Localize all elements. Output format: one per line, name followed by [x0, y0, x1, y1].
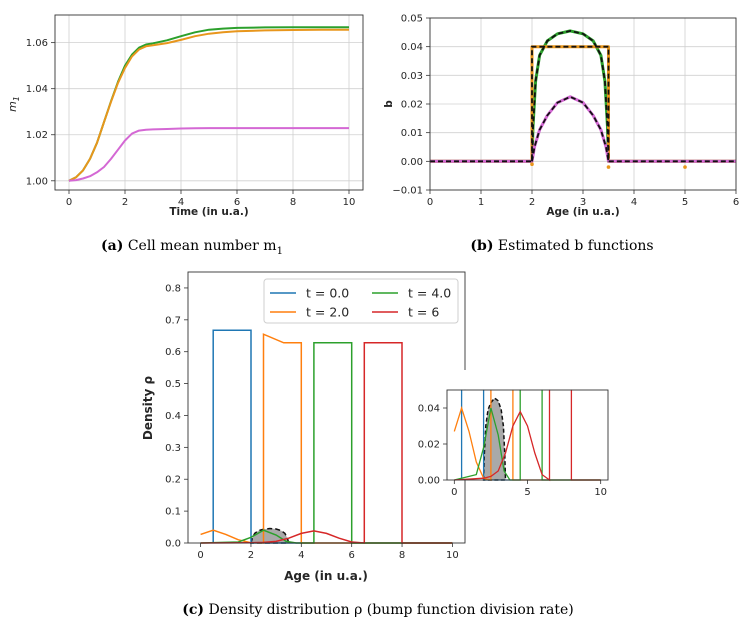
panel-b-xtick-label: 1 — [478, 197, 484, 208]
legend-box — [263, 278, 459, 324]
panel-a-frame — [54, 14, 364, 191]
panel-b-ytick-label: 0.00 — [401, 157, 423, 168]
panel-b-xticks: 0 1 2 3 4 5 6 — [427, 190, 739, 208]
panel-a-ytick-label: 1.04 — [26, 84, 48, 95]
panel-a-caption: (a) Cell mean number m1 — [101, 238, 283, 257]
panel-c-ytick-label: 0.1 — [165, 507, 181, 518]
panel-b-true-dashed-1 — [531, 29, 610, 162]
panel-b-ytick-label: 0.03 — [401, 71, 423, 82]
inset-background — [443, 390, 608, 480]
panel-a-lines — [68, 26, 349, 182]
panel-c-series-0 — [212, 329, 453, 544]
panel-b-ytick-label: −0.01 — [392, 186, 423, 197]
panel-c-xlabel: Age (in u.a.) — [284, 569, 368, 583]
panel-c-xticks: 0 2 4 6 8 10 — [197, 543, 459, 561]
panel-a-xtick-label: 10 — [343, 197, 356, 208]
inset-xtick-label: 0 — [451, 487, 457, 498]
inset-ytick-label: 0.00 — [418, 476, 440, 487]
panel-c-lines — [200, 329, 453, 544]
panel-b-yticks: −0.01 0.00 0.01 0.02 0.03 0.04 0.05 — [392, 14, 430, 197]
panel-c-xtick-label: 8 — [399, 550, 405, 561]
panel-c-ytick-label: 0.5 — [165, 379, 181, 390]
panel-b-caption: (b) Estimated b functions — [470, 238, 653, 254]
panel-c-ytick-label: 0.4 — [165, 411, 181, 422]
inset-xticks: 0 5 10 — [451, 480, 607, 498]
panel-b-xtick-label: 0 — [427, 197, 433, 208]
panel-c-bump — [250, 527, 290, 544]
panel-b-ytick-label: 0.01 — [401, 128, 423, 139]
legend-label: t = 2.0 — [306, 305, 349, 320]
panel-c-ytick-label: 0.2 — [165, 475, 181, 486]
inset-yticks: 0.00 0.02 0.04 — [418, 404, 447, 487]
panel-b-outlier-point — [683, 165, 687, 169]
panel-a-xtick-label: 4 — [178, 197, 184, 208]
panel-b-xtick-label: 2 — [529, 197, 535, 208]
panel-a-ytick-label: 1.02 — [26, 130, 48, 141]
panel-c-yticks: 0.0 0.1 0.2 0.3 0.4 0.5 0.6 0.7 0.8 — [165, 283, 188, 550]
panel-a-ytick-label: 1.06 — [26, 38, 48, 49]
inset-xtick-label: 10 — [594, 487, 607, 498]
legend-label: t = 0.0 — [306, 286, 349, 301]
panel-b-ytick-label: 0.02 — [401, 100, 423, 111]
panel-a-ytick-label: 1.00 — [26, 176, 48, 187]
panel-a-xtick-label: 8 — [290, 197, 296, 208]
panel-c-series-1 — [200, 333, 453, 544]
panel-a-xtick-label: 6 — [234, 197, 240, 208]
panel-c-ytick-label: 0.8 — [165, 283, 181, 294]
panel-a-xtick-label: 2 — [122, 197, 128, 208]
panel-a-grid — [55, 15, 363, 190]
legend-label: t = 4.0 — [408, 286, 451, 301]
panel-a: 0 2 4 6 8 10 1.001.021.041.06 Time (in u.a.) … — [6, 14, 364, 257]
panel-a-series-orange — [68, 28, 349, 182]
inset-ytick-label: 0.04 — [418, 404, 440, 415]
panel-c-xtick-label: 10 — [446, 550, 459, 561]
panel-a-series-violet — [68, 127, 349, 182]
inset-xtick-label: 5 — [524, 487, 530, 498]
panel-c-ytick-label: 0.0 — [165, 539, 181, 550]
panel-c-ytick-label: 0.7 — [165, 315, 181, 326]
panel-a-xtick-label: 0 — [66, 197, 72, 208]
panel-b-xtick-label: 4 — [631, 197, 637, 208]
panel-b-true-dashed-0 — [430, 45, 736, 163]
panel-c-ylabel: Density ρ — [141, 375, 155, 440]
panel-c-xtick-label: 6 — [348, 550, 354, 561]
panel-a-xticks: 0 2 4 6 8 10 — [66, 190, 356, 208]
panel-c-series-3 — [200, 342, 453, 544]
panel-c-series-2 — [200, 342, 453, 544]
panel-a-yticks: 1.00 1.02 1.04 1.06 — [26, 38, 55, 187]
panel-b-ytick-label: 0.04 — [401, 42, 423, 53]
panel-b-true-dashed-2 — [531, 95, 610, 162]
panel-b-ytick-label: 0.05 — [401, 14, 423, 25]
panel-a-xlabel: Time (in u.a.) — [169, 206, 248, 218]
panel-c: 0 2 4 6 8 10 0.0 0.1 0.2 0.3 0.4 0.5 0.6 0.7 0.8 Age … — [141, 271, 613, 618]
panel-b-xtick-label: 5 — [682, 197, 688, 208]
panel-c-ytick-label: 0.3 — [165, 443, 181, 454]
panel-c-xtick-label: 4 — [298, 550, 304, 561]
panel-b-ylabel: b — [383, 100, 395, 108]
panel-b-outlier-point — [530, 162, 534, 166]
panel-b-series-2 — [430, 95, 736, 163]
panel-c-inset: 0 5 10 0.00 0.02 0.04 — [418, 370, 613, 498]
panel-c-caption: (c) Density distribution ρ (bump functio… — [182, 602, 573, 618]
legend-label: t = 6 — [408, 305, 439, 320]
panel-c-bump-area — [250, 527, 290, 544]
panel-b-xlabel: Age (in u.a.) — [546, 206, 619, 218]
panel-c-ytick-label: 0.6 — [165, 347, 181, 358]
inset-ytick-label: 0.02 — [418, 440, 440, 451]
panel-c-legend: t = 0.0 t = 2.0 t = 4.0 t = 6 — [263, 278, 459, 324]
panel-b-xtick-label: 6 — [733, 197, 739, 208]
panel-b-xtick-label: 3 — [580, 197, 586, 208]
panel-b-lines — [430, 29, 736, 169]
panel-b: 0 1 2 3 4 5 6 −0.01 0.00 0.01 0.02 0.03 0.04 0.05 Ag… — [383, 14, 739, 255]
panel-b-outlier-point — [606, 165, 611, 169]
panel-c-xtick-label: 0 — [197, 550, 203, 561]
panel-a-ylabel: m1 — [6, 96, 21, 112]
panel-c-xtick-label: 2 — [248, 550, 254, 561]
inset-top-mask — [443, 370, 613, 390]
